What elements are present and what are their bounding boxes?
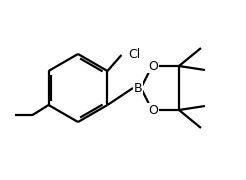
Text: B: B: [134, 82, 142, 94]
Text: Cl: Cl: [128, 48, 141, 60]
Text: O: O: [148, 60, 158, 73]
Text: O: O: [148, 103, 158, 116]
